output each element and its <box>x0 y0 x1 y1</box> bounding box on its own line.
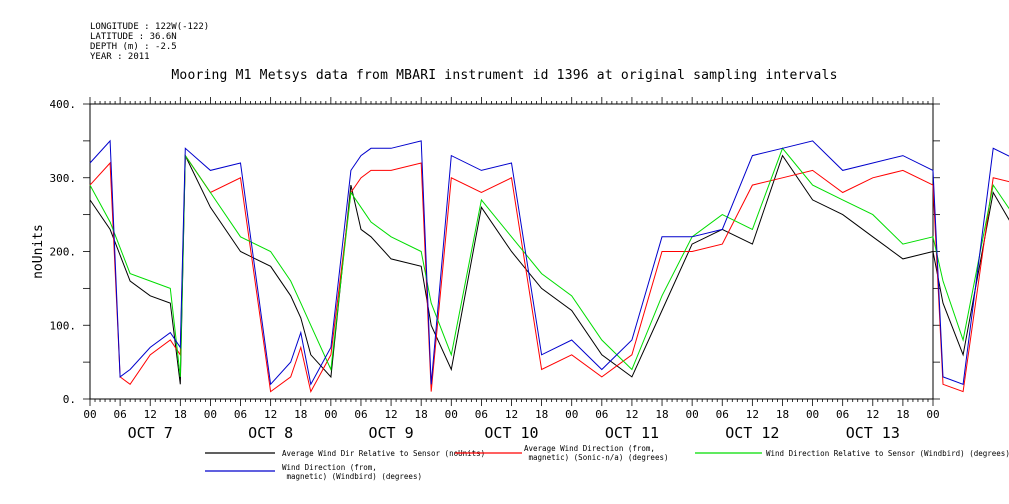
depth-text: DEPTH (m) : -2.5 <box>90 42 177 52</box>
day-label: OCT 7 <box>128 424 173 442</box>
day-label: OCT 11 <box>605 424 659 442</box>
x-tick-label: 06 <box>836 408 849 421</box>
series-line-3 <box>89 139 1009 386</box>
x-tick-label: 12 <box>625 408 638 421</box>
day-label: OCT 13 <box>846 424 900 442</box>
x-tick-label: 18 <box>415 408 428 421</box>
legend-label-2: Wind Direction Relative to Sensor (Windb… <box>766 449 1009 458</box>
series-line-2 <box>89 147 1009 377</box>
latitude-text: LATITUDE : 36.6N <box>90 32 177 42</box>
legend-label-0: Average Wind Dir Relative to Sensor (noU… <box>282 449 485 458</box>
x-tick-label: 18 <box>294 408 307 421</box>
year-text: YEAR : 2011 <box>90 52 150 62</box>
x-tick-label: 12 <box>384 408 397 421</box>
legend-label-1: Average Wind Direction (from, magnetic) … <box>524 444 669 462</box>
y-tick-label: 0. <box>63 393 76 406</box>
x-tick-label: 12 <box>866 408 879 421</box>
x-tick-label: 18 <box>535 408 548 421</box>
y-tick-label: 400. <box>50 98 77 111</box>
x-tick-label: 06 <box>716 408 729 421</box>
chart-title: Mooring M1 Metsys data from MBARI instru… <box>171 68 838 83</box>
day-label: OCT 10 <box>484 424 538 442</box>
series-line-0 <box>89 154 1009 385</box>
x-tick-label: 12 <box>746 408 759 421</box>
metadata-block: LONGITUDE : 122W(-122) LATITUDE : 36.6N … <box>90 22 209 62</box>
y-axis-label: noUnits <box>31 224 46 279</box>
y-tick-label: 100. <box>50 319 77 332</box>
x-tick-label: 18 <box>174 408 187 421</box>
x-tick-label: 00 <box>686 408 699 421</box>
x-tick-label: 18 <box>776 408 789 421</box>
x-tick-label: 12 <box>505 408 518 421</box>
day-label: OCT 9 <box>368 424 413 442</box>
y-tick-label: 300. <box>50 172 77 185</box>
x-tick-label: 06 <box>354 408 367 421</box>
x-tick-label: 00 <box>806 408 819 421</box>
x-tick-label: 06 <box>475 408 488 421</box>
x-tick-label: 00 <box>324 408 337 421</box>
longitude-text: LONGITUDE : 122W(-122) <box>90 22 210 32</box>
x-tick-label: 12 <box>144 408 157 421</box>
x-tick-label: 06 <box>595 408 608 421</box>
day-label: OCT 8 <box>248 424 293 442</box>
x-tick-label: 18 <box>896 408 909 421</box>
y-tick-label: 200. <box>50 246 77 259</box>
x-tick-label: 00 <box>445 408 458 421</box>
x-tick-label: 00 <box>926 408 939 421</box>
x-tick-label: 12 <box>264 408 277 421</box>
x-tick-label: 00 <box>83 408 96 421</box>
x-tick-label: 06 <box>113 408 126 421</box>
legend-label-3: Wind Direction (from, magnetic) (Windbir… <box>282 463 422 481</box>
x-tick-label: 00 <box>565 408 578 421</box>
x-tick-label: 00 <box>204 408 217 421</box>
x-tick-label: 06 <box>234 408 247 421</box>
x-tick-label: 18 <box>655 408 668 421</box>
day-label: OCT 12 <box>725 424 779 442</box>
series-line-1 <box>89 154 1009 394</box>
